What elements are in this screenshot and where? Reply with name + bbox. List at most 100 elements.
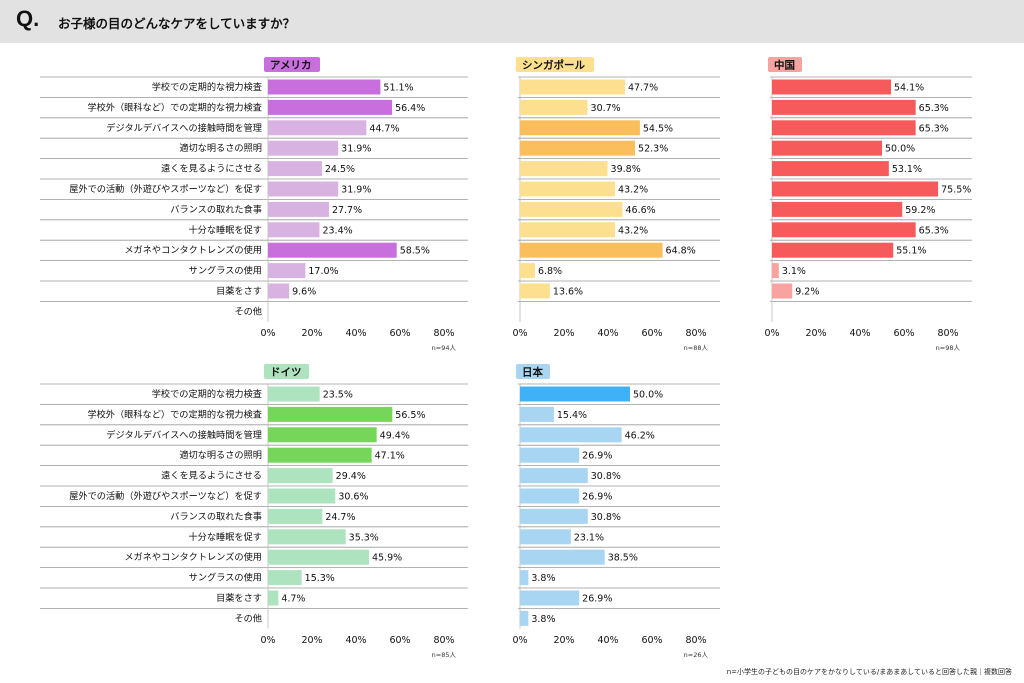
bar [520, 488, 580, 504]
value-label: 29.4% [336, 471, 366, 482]
bar [772, 140, 882, 156]
value-label: 47.7% [628, 83, 658, 94]
bar [520, 508, 588, 524]
panel-title: ドイツ [270, 367, 302, 379]
bar [520, 222, 616, 238]
value-label: 55.1% [896, 246, 926, 257]
value-label: 30.8% [591, 512, 621, 523]
value-label: 26.9% [582, 594, 612, 605]
value-label: 3.1% [782, 266, 806, 277]
sample-size-label: n=98人 [936, 344, 961, 352]
tick-label: 0% [260, 328, 275, 339]
category-label: 適切な明るさの照明 [179, 449, 262, 461]
value-label: 3.8% [531, 573, 555, 584]
bar [520, 427, 622, 443]
bar [268, 201, 329, 217]
value-label: 65.3% [919, 225, 949, 236]
bar [772, 79, 892, 95]
bar [268, 161, 322, 177]
sample-size-label: n=26人 [684, 651, 709, 659]
value-label: 24.5% [325, 164, 355, 175]
bar [772, 120, 916, 136]
value-label: 46.6% [626, 205, 656, 216]
bar [520, 181, 616, 197]
bar [268, 406, 393, 422]
value-label: 15.4% [557, 410, 587, 421]
bar [268, 283, 290, 299]
tick-label: 40% [345, 328, 366, 339]
value-label: 56.4% [395, 103, 425, 114]
panel-title-badge [768, 57, 802, 72]
bar [772, 161, 889, 177]
category-label: サングラスの使用 [189, 265, 262, 277]
value-label: 9.6% [292, 287, 316, 298]
bar [268, 242, 397, 258]
bar [520, 201, 623, 217]
bar [772, 222, 916, 238]
value-label: 35.3% [349, 532, 379, 543]
tick-label: 20% [805, 328, 826, 339]
value-label: 46.2% [625, 430, 655, 441]
tick-label: 0% [512, 328, 527, 339]
tick-label: 80% [685, 328, 706, 339]
bar [772, 283, 793, 299]
tick-label: 80% [937, 328, 958, 339]
value-label: 53.1% [892, 164, 922, 175]
sample-size-label: n=85人 [432, 651, 457, 659]
value-label: 65.3% [919, 103, 949, 114]
question-text: お子様の目のどんなケアをしていますか？ [58, 16, 296, 31]
value-label: 15.3% [305, 573, 335, 584]
tick-label: 0% [260, 635, 275, 646]
bar [520, 283, 550, 299]
bar [772, 99, 916, 115]
value-label: 38.5% [608, 553, 638, 564]
bar [268, 447, 372, 463]
value-label: 4.7% [281, 594, 305, 605]
tick-label: 20% [301, 328, 322, 339]
sample-size-label: n=94人 [432, 344, 457, 352]
question-header: Q. お子様の目のどんなケアをしていますか？ [0, 0, 1024, 43]
panel-title-badge [264, 364, 309, 379]
bar [520, 79, 625, 95]
category-label: 屋外での活動（外遊びやスポーツなど）を促す [69, 183, 262, 195]
bar [772, 201, 903, 217]
sample-size-label: n=88人 [684, 344, 709, 352]
category-label: 学校外（眼科など）での定期的な視力検査 [87, 408, 262, 420]
bar [520, 99, 588, 115]
value-label: 9.2% [795, 287, 819, 298]
value-label: 23.1% [574, 532, 604, 543]
value-label: 24.7% [325, 512, 355, 523]
bar [268, 468, 333, 484]
value-label: 43.2% [618, 225, 648, 236]
value-label: 54.1% [894, 83, 924, 94]
tick-label: 80% [433, 635, 454, 646]
value-label: 30.6% [338, 492, 368, 503]
category-label: 学校での定期的な視力検査 [152, 388, 262, 400]
bar [520, 263, 535, 279]
category-label: その他 [234, 305, 262, 317]
value-label: 65.3% [919, 123, 949, 134]
bar [520, 529, 571, 545]
tick-label: 40% [849, 328, 870, 339]
value-label: 64.8% [666, 246, 696, 257]
value-label: 6.8% [538, 266, 562, 277]
category-label: 十分な睡眠を促す [189, 531, 263, 543]
bar [268, 99, 393, 115]
value-label: 31.9% [341, 144, 371, 155]
value-label: 26.9% [582, 451, 612, 462]
category-label: メガネやコンタクトレンズの使用 [124, 551, 262, 563]
bar [268, 222, 320, 238]
value-label: 39.8% [611, 164, 641, 175]
bar [520, 590, 580, 606]
value-label: 56.5% [395, 410, 425, 421]
panel-title: 日本 [522, 366, 543, 379]
tick-label: 80% [685, 635, 706, 646]
category-label: 遠くを見るようにさせる [161, 163, 262, 175]
bar [520, 161, 608, 177]
value-label: 23.5% [323, 390, 353, 401]
bar [520, 140, 636, 156]
bar [520, 570, 529, 586]
value-label: 52.3% [638, 144, 668, 155]
tick-label: 60% [641, 328, 662, 339]
value-label: 50.0% [885, 144, 915, 155]
